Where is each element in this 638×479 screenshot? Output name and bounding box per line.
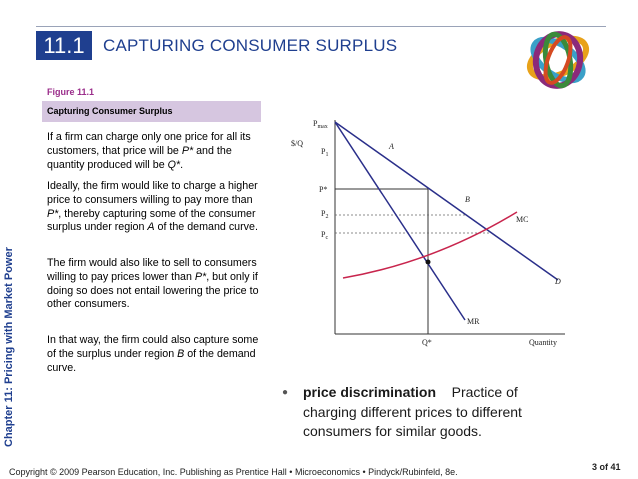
p1-label: P1 xyxy=(321,147,328,158)
mc-curve xyxy=(342,211,518,279)
qstar-label: Q* xyxy=(422,338,432,347)
pmax-label: Pmax xyxy=(313,119,328,130)
definition-term: price discrimination xyxy=(303,384,437,400)
region-b-label: B xyxy=(465,195,470,204)
paragraph-3: The firm would also like to sell to cons… xyxy=(47,257,259,311)
pc-label: Pc xyxy=(321,230,328,241)
page-number: 3 of 41 xyxy=(592,462,621,472)
bullet-icon: ● xyxy=(282,387,289,398)
definition-text: Practice of charging different prices to… xyxy=(303,384,522,439)
x-axis-label: Quantity xyxy=(529,338,557,347)
definition-block: ● price discrimination Practice of charg… xyxy=(282,383,572,442)
y-axis-label: $/Q xyxy=(291,139,303,148)
header-rule xyxy=(36,26,606,27)
footer-copyright: Copyright © 2009 Pearson Education, Inc.… xyxy=(9,467,458,477)
region-a-label: A xyxy=(388,142,394,151)
slide-title: CAPTURING CONSUMER SURPLUS xyxy=(103,36,398,55)
paragraph-1: If a firm can charge only one price for … xyxy=(47,131,251,171)
figure-caption-bar xyxy=(42,101,261,122)
figure-caption: Capturing Consumer Surplus xyxy=(47,106,173,116)
paragraph-2: Ideally, the firm would like to charge a… xyxy=(47,180,258,234)
consumer-surplus-graph: $/Q Pmax P1 P* P2 Pc Q* Quantity A B MC … xyxy=(291,119,565,347)
mr-mc-intersection xyxy=(425,259,431,265)
slide-number: 11.1 xyxy=(36,31,92,60)
figure-label: Figure 11.1 xyxy=(47,87,95,97)
p2-label: P2 xyxy=(321,209,328,220)
pstar-label: P* xyxy=(319,185,327,194)
mr-curve xyxy=(334,121,466,321)
paragraph-4: In that way, the firm could also capture… xyxy=(47,334,259,374)
demand-curve xyxy=(334,121,559,281)
rings-logo-icon xyxy=(526,31,590,89)
chapter-title-vertical: Chapter 11: Pricing with Market Power xyxy=(3,247,15,447)
demand-label: D xyxy=(554,277,561,286)
mr-label: MR xyxy=(467,317,480,326)
mc-label: MC xyxy=(516,215,528,224)
